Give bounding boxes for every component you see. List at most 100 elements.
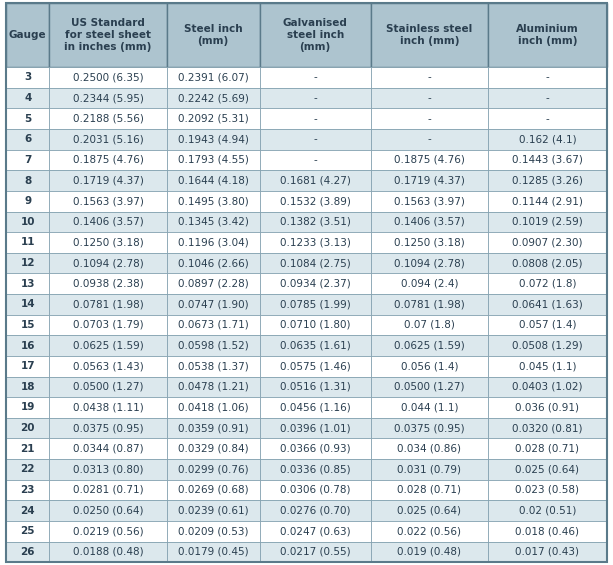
Bar xyxy=(260,438,371,459)
Text: 0.0897 (2.28): 0.0897 (2.28) xyxy=(178,279,248,289)
Bar xyxy=(488,315,607,335)
Bar xyxy=(6,418,50,438)
Bar xyxy=(371,459,488,480)
Text: 0.1943 (4.94): 0.1943 (4.94) xyxy=(178,134,248,144)
Text: Aluminium
inch (mm): Aluminium inch (mm) xyxy=(516,24,579,46)
Bar xyxy=(50,376,167,397)
Text: -: - xyxy=(427,114,431,124)
Text: 0.018 (0.46): 0.018 (0.46) xyxy=(516,526,579,536)
Bar xyxy=(488,335,607,356)
Text: 7: 7 xyxy=(24,155,31,165)
Bar xyxy=(488,67,607,88)
Bar xyxy=(6,232,50,253)
Text: -: - xyxy=(313,93,317,103)
Bar xyxy=(6,3,50,67)
Bar xyxy=(50,211,167,232)
Bar xyxy=(371,438,488,459)
Bar xyxy=(371,541,488,562)
Text: 0.1019 (2.59): 0.1019 (2.59) xyxy=(512,217,583,227)
Text: 0.044 (1.1): 0.044 (1.1) xyxy=(401,402,458,412)
Text: 0.0516 (1.31): 0.0516 (1.31) xyxy=(280,382,351,392)
Bar xyxy=(167,3,260,67)
Bar xyxy=(167,191,260,211)
Bar xyxy=(488,459,607,480)
Text: Stainless steel
inch (mm): Stainless steel inch (mm) xyxy=(386,24,473,46)
Bar xyxy=(167,335,260,356)
Bar xyxy=(6,191,50,211)
Text: 0.0219 (0.56): 0.0219 (0.56) xyxy=(73,526,143,536)
Text: 0.028 (0.71): 0.028 (0.71) xyxy=(397,485,462,495)
Text: 0.0329 (0.84): 0.0329 (0.84) xyxy=(178,444,248,454)
Bar xyxy=(260,3,371,67)
Text: 0.0375 (0.95): 0.0375 (0.95) xyxy=(394,423,465,433)
Bar xyxy=(260,88,371,108)
Text: -: - xyxy=(313,155,317,165)
Text: 10: 10 xyxy=(20,217,35,227)
Bar xyxy=(6,129,50,150)
Text: 0.0276 (0.70): 0.0276 (0.70) xyxy=(280,506,351,516)
Text: 0.0635 (1.61): 0.0635 (1.61) xyxy=(280,341,351,351)
Bar xyxy=(260,521,371,541)
Bar xyxy=(488,376,607,397)
Bar xyxy=(50,438,167,459)
Bar xyxy=(6,88,50,108)
Bar xyxy=(488,3,607,67)
Text: 0.02 (0.51): 0.02 (0.51) xyxy=(519,506,576,516)
Text: 0.1563 (3.97): 0.1563 (3.97) xyxy=(72,196,143,206)
Bar xyxy=(50,500,167,521)
Text: 0.072 (1.8): 0.072 (1.8) xyxy=(519,279,576,289)
Bar xyxy=(371,88,488,108)
Text: 0.0281 (0.71): 0.0281 (0.71) xyxy=(73,485,143,495)
Text: 22: 22 xyxy=(20,464,35,475)
Text: 0.1406 (3.57): 0.1406 (3.57) xyxy=(394,217,465,227)
Text: 0.0418 (1.06): 0.0418 (1.06) xyxy=(178,402,248,412)
Bar xyxy=(371,315,488,335)
Text: 0.1719 (4.37): 0.1719 (4.37) xyxy=(72,176,143,185)
Bar xyxy=(6,356,50,376)
Text: 0.0785 (1.99): 0.0785 (1.99) xyxy=(280,299,351,310)
Text: Gauge: Gauge xyxy=(9,30,47,40)
Bar xyxy=(50,541,167,562)
Bar xyxy=(371,335,488,356)
Text: 0.0269 (0.68): 0.0269 (0.68) xyxy=(178,485,248,495)
Text: 0.1250 (3.18): 0.1250 (3.18) xyxy=(394,237,465,247)
Bar xyxy=(260,541,371,562)
Bar xyxy=(371,500,488,521)
Text: 0.0781 (1.98): 0.0781 (1.98) xyxy=(394,299,465,310)
Bar xyxy=(371,418,488,438)
Text: 0.1382 (3.51): 0.1382 (3.51) xyxy=(280,217,351,227)
Text: 0.0625 (1.59): 0.0625 (1.59) xyxy=(394,341,465,351)
Text: 0.1196 (3.04): 0.1196 (3.04) xyxy=(178,237,248,247)
Text: 0.056 (1.4): 0.056 (1.4) xyxy=(401,361,458,371)
Text: 0.1094 (2.78): 0.1094 (2.78) xyxy=(72,258,143,268)
Bar xyxy=(260,273,371,294)
Text: 9: 9 xyxy=(24,196,31,206)
Bar xyxy=(488,232,607,253)
Bar xyxy=(488,150,607,170)
Bar xyxy=(50,232,167,253)
Bar xyxy=(371,294,488,315)
Bar xyxy=(167,521,260,541)
Bar xyxy=(167,500,260,521)
Text: 18: 18 xyxy=(20,382,35,392)
Bar xyxy=(167,150,260,170)
Bar xyxy=(167,88,260,108)
Text: US Standard
for steel sheet
in inches (mm): US Standard for steel sheet in inches (m… xyxy=(64,18,151,53)
Bar xyxy=(6,150,50,170)
Bar xyxy=(6,397,50,418)
Bar xyxy=(50,397,167,418)
Bar xyxy=(488,438,607,459)
Bar xyxy=(371,521,488,541)
Bar xyxy=(50,335,167,356)
Text: 15: 15 xyxy=(20,320,35,330)
Text: 4: 4 xyxy=(24,93,31,103)
Text: 0.1563 (3.97): 0.1563 (3.97) xyxy=(394,196,465,206)
Text: 0.1144 (2.91): 0.1144 (2.91) xyxy=(512,196,583,206)
Bar xyxy=(6,459,50,480)
Text: 0.2344 (5.95): 0.2344 (5.95) xyxy=(72,93,143,103)
Bar xyxy=(50,315,167,335)
Bar xyxy=(6,67,50,88)
Bar xyxy=(488,521,607,541)
Text: 0.1406 (3.57): 0.1406 (3.57) xyxy=(72,217,143,227)
Text: 0.0563 (1.43): 0.0563 (1.43) xyxy=(72,361,143,371)
